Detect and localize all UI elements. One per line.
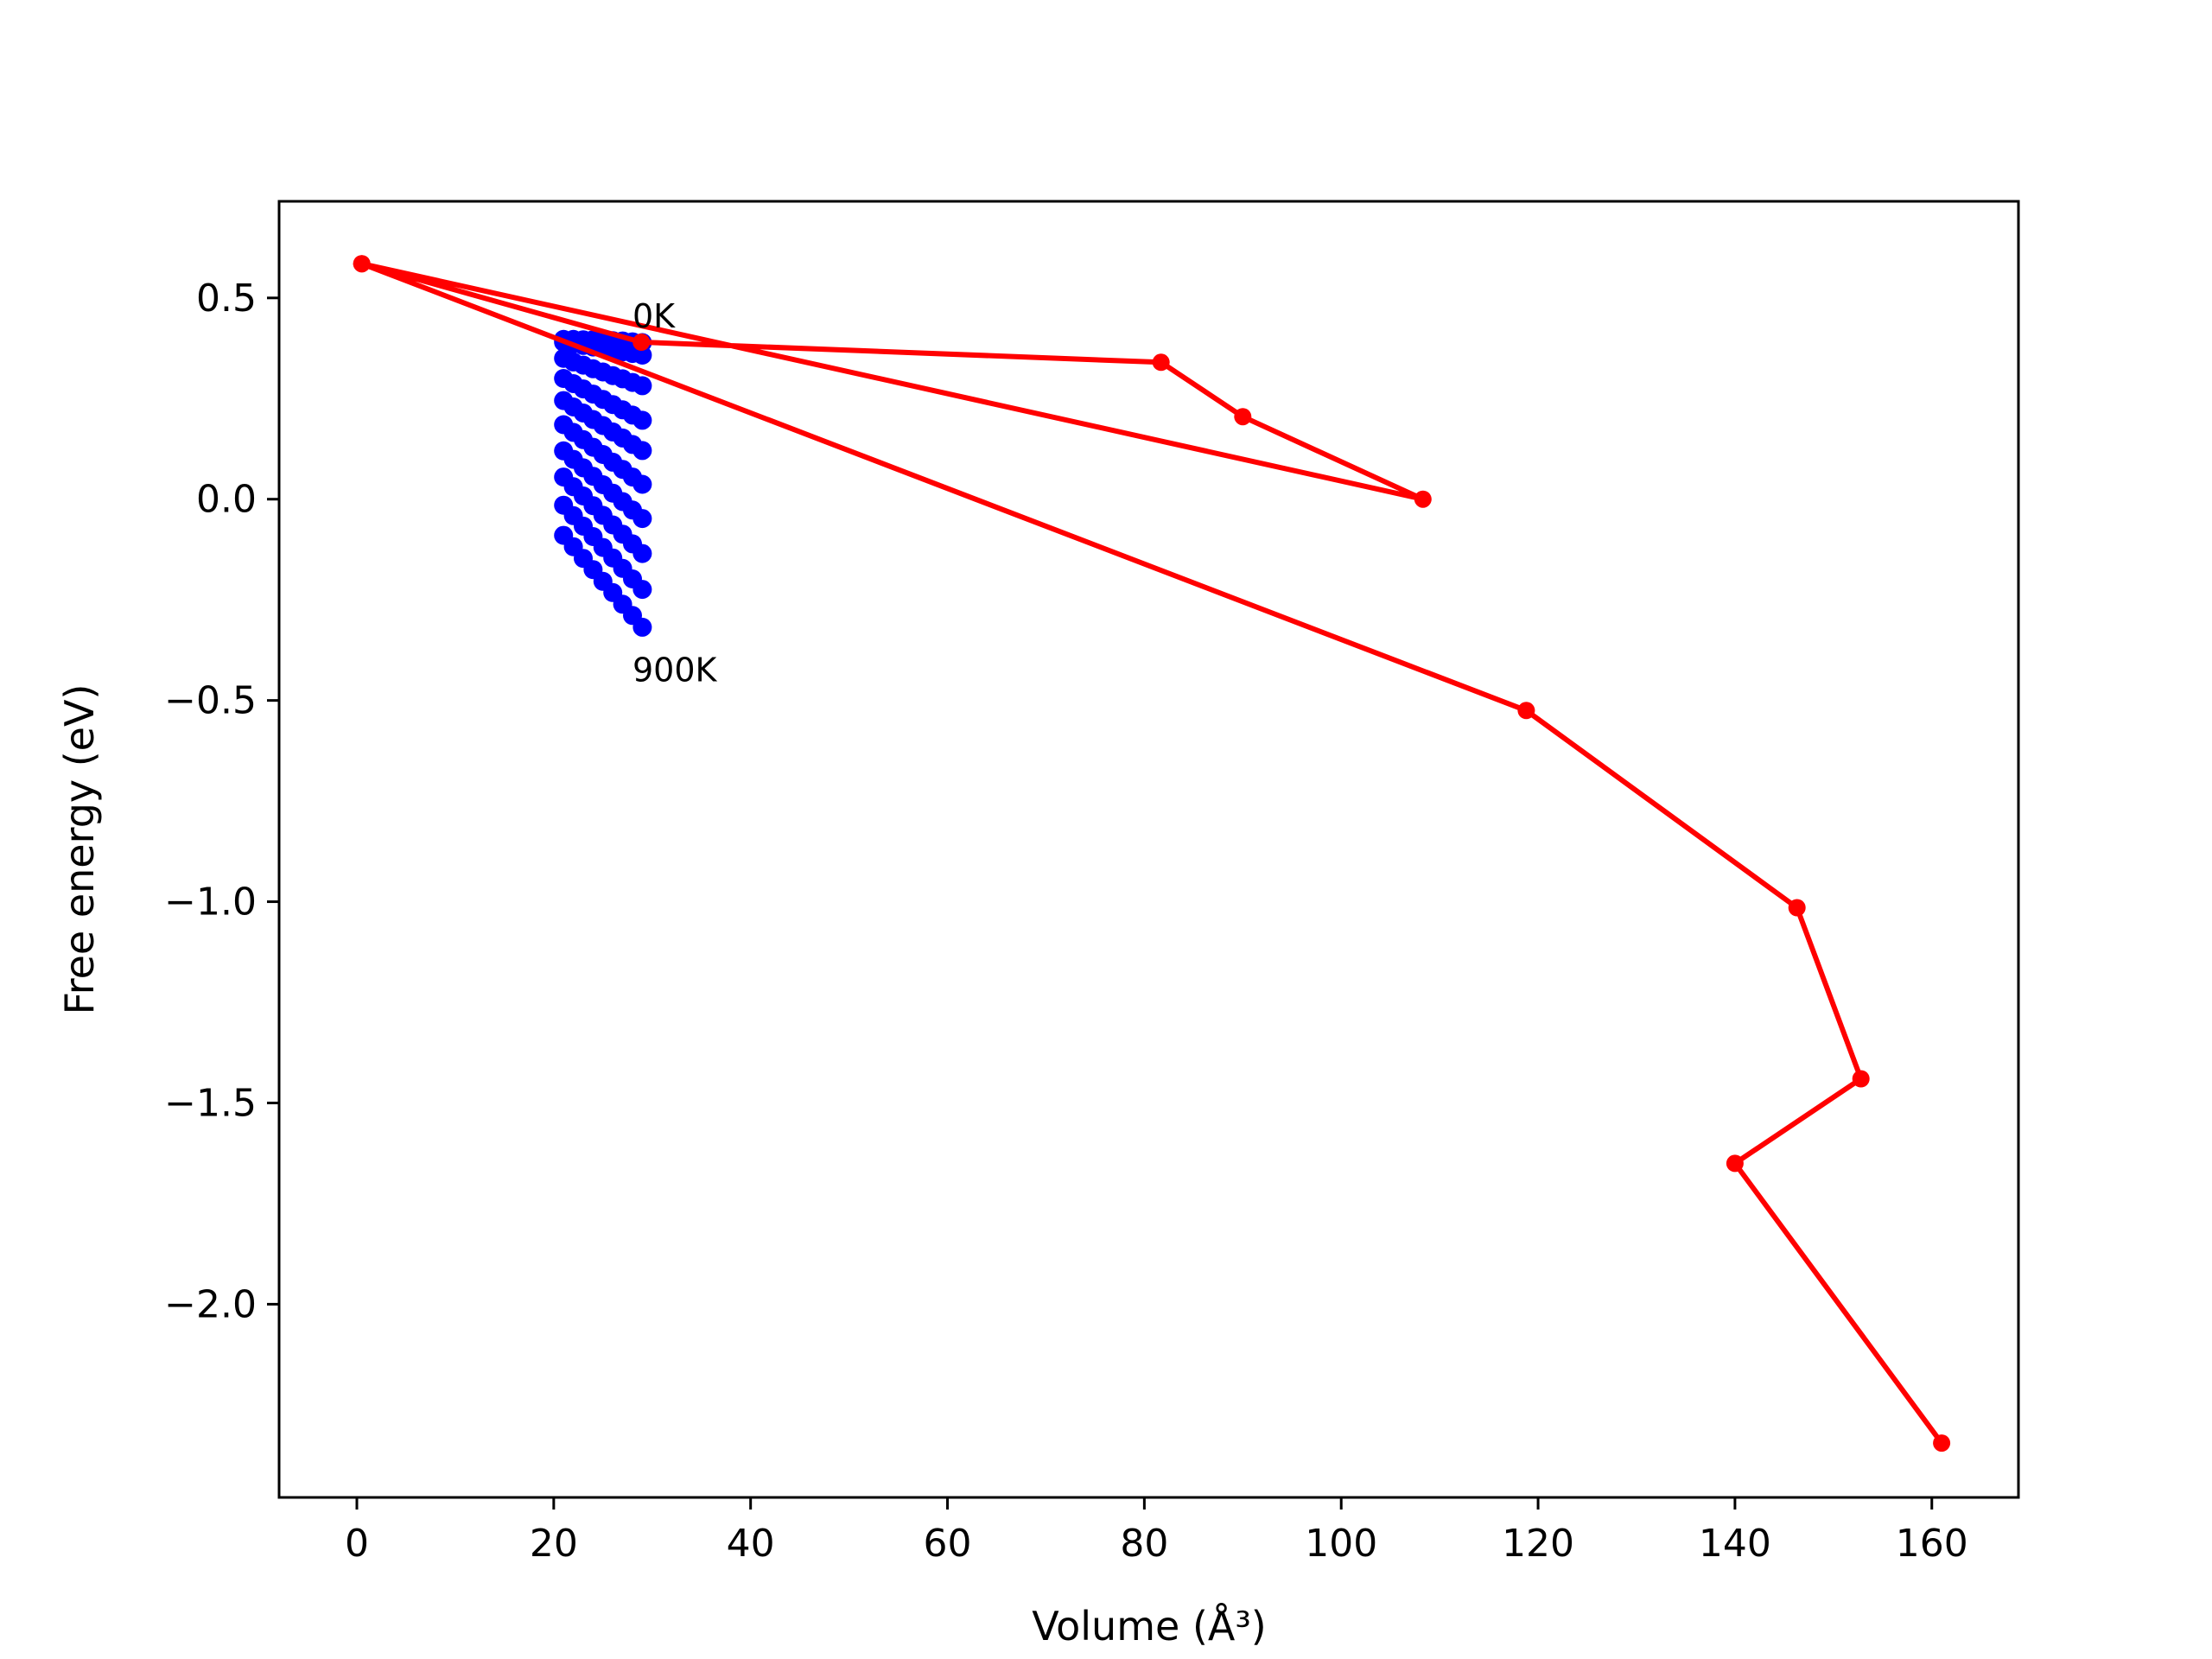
plot-frame xyxy=(277,200,2020,1499)
data-point xyxy=(353,255,371,273)
x-tick-label: 40 xyxy=(727,1522,775,1566)
data-point xyxy=(1414,490,1432,508)
x-tick-label: 100 xyxy=(1305,1522,1377,1566)
y-axis: 0.5 0.0 −0.5 −1.0 −1.5 −2.0 xyxy=(164,276,279,1326)
plot-area xyxy=(353,255,1951,1452)
blue-series-4 xyxy=(554,391,652,461)
annotation-label: 900K xyxy=(632,652,718,690)
blue-series-3 xyxy=(554,369,652,430)
blue-series-8 xyxy=(554,495,652,600)
x-tick-label: 80 xyxy=(1120,1522,1168,1566)
x-tick-label: 160 xyxy=(1896,1522,1968,1566)
data-point xyxy=(632,334,651,351)
y-tick-label: 0.0 xyxy=(196,478,257,522)
x-axis: 0 20 40 60 80 100 120 140 160 xyxy=(345,1497,1968,1566)
y-tick-label: −1.5 xyxy=(164,1081,257,1125)
data-point xyxy=(1726,1154,1744,1173)
y-tick-label: 0.5 xyxy=(196,276,257,321)
data-point xyxy=(632,617,652,637)
y-tick-label: −2.0 xyxy=(164,1282,257,1326)
x-axis-label: Volume (Å³) xyxy=(1032,1603,1267,1649)
data-point xyxy=(1852,1070,1870,1088)
blue-series-6 xyxy=(554,441,652,529)
blue-series-7 xyxy=(554,467,652,563)
x-tick-label: 60 xyxy=(924,1522,972,1566)
y-tick-label: −0.5 xyxy=(164,679,257,723)
y-tick-label: −1.0 xyxy=(164,880,257,925)
x-tick-label: 20 xyxy=(530,1522,578,1566)
blue-series-5 xyxy=(554,415,652,494)
data-point xyxy=(1788,899,1806,917)
y-axis-label: Free energy (eV) xyxy=(56,684,103,1015)
data-point xyxy=(632,580,652,600)
data-point xyxy=(1234,408,1252,426)
data-point xyxy=(632,441,652,461)
x-tick-label: 120 xyxy=(1502,1522,1574,1566)
data-point xyxy=(632,474,652,494)
data-point xyxy=(1517,702,1535,720)
x-tick-label: 140 xyxy=(1699,1522,1771,1566)
data-point xyxy=(1152,353,1170,372)
annotation-label: 0K xyxy=(632,297,676,335)
red-series xyxy=(353,255,1951,1452)
blue-series-9 xyxy=(554,525,652,637)
data-point xyxy=(632,410,652,430)
annotations: 0K 900K xyxy=(632,297,718,690)
blue-series-2 xyxy=(554,348,652,396)
data-point xyxy=(632,543,652,563)
data-point xyxy=(632,509,652,529)
x-tick-label: 0 xyxy=(345,1522,369,1566)
data-point xyxy=(632,376,652,396)
data-point xyxy=(632,346,652,365)
data-point xyxy=(1933,1434,1951,1452)
